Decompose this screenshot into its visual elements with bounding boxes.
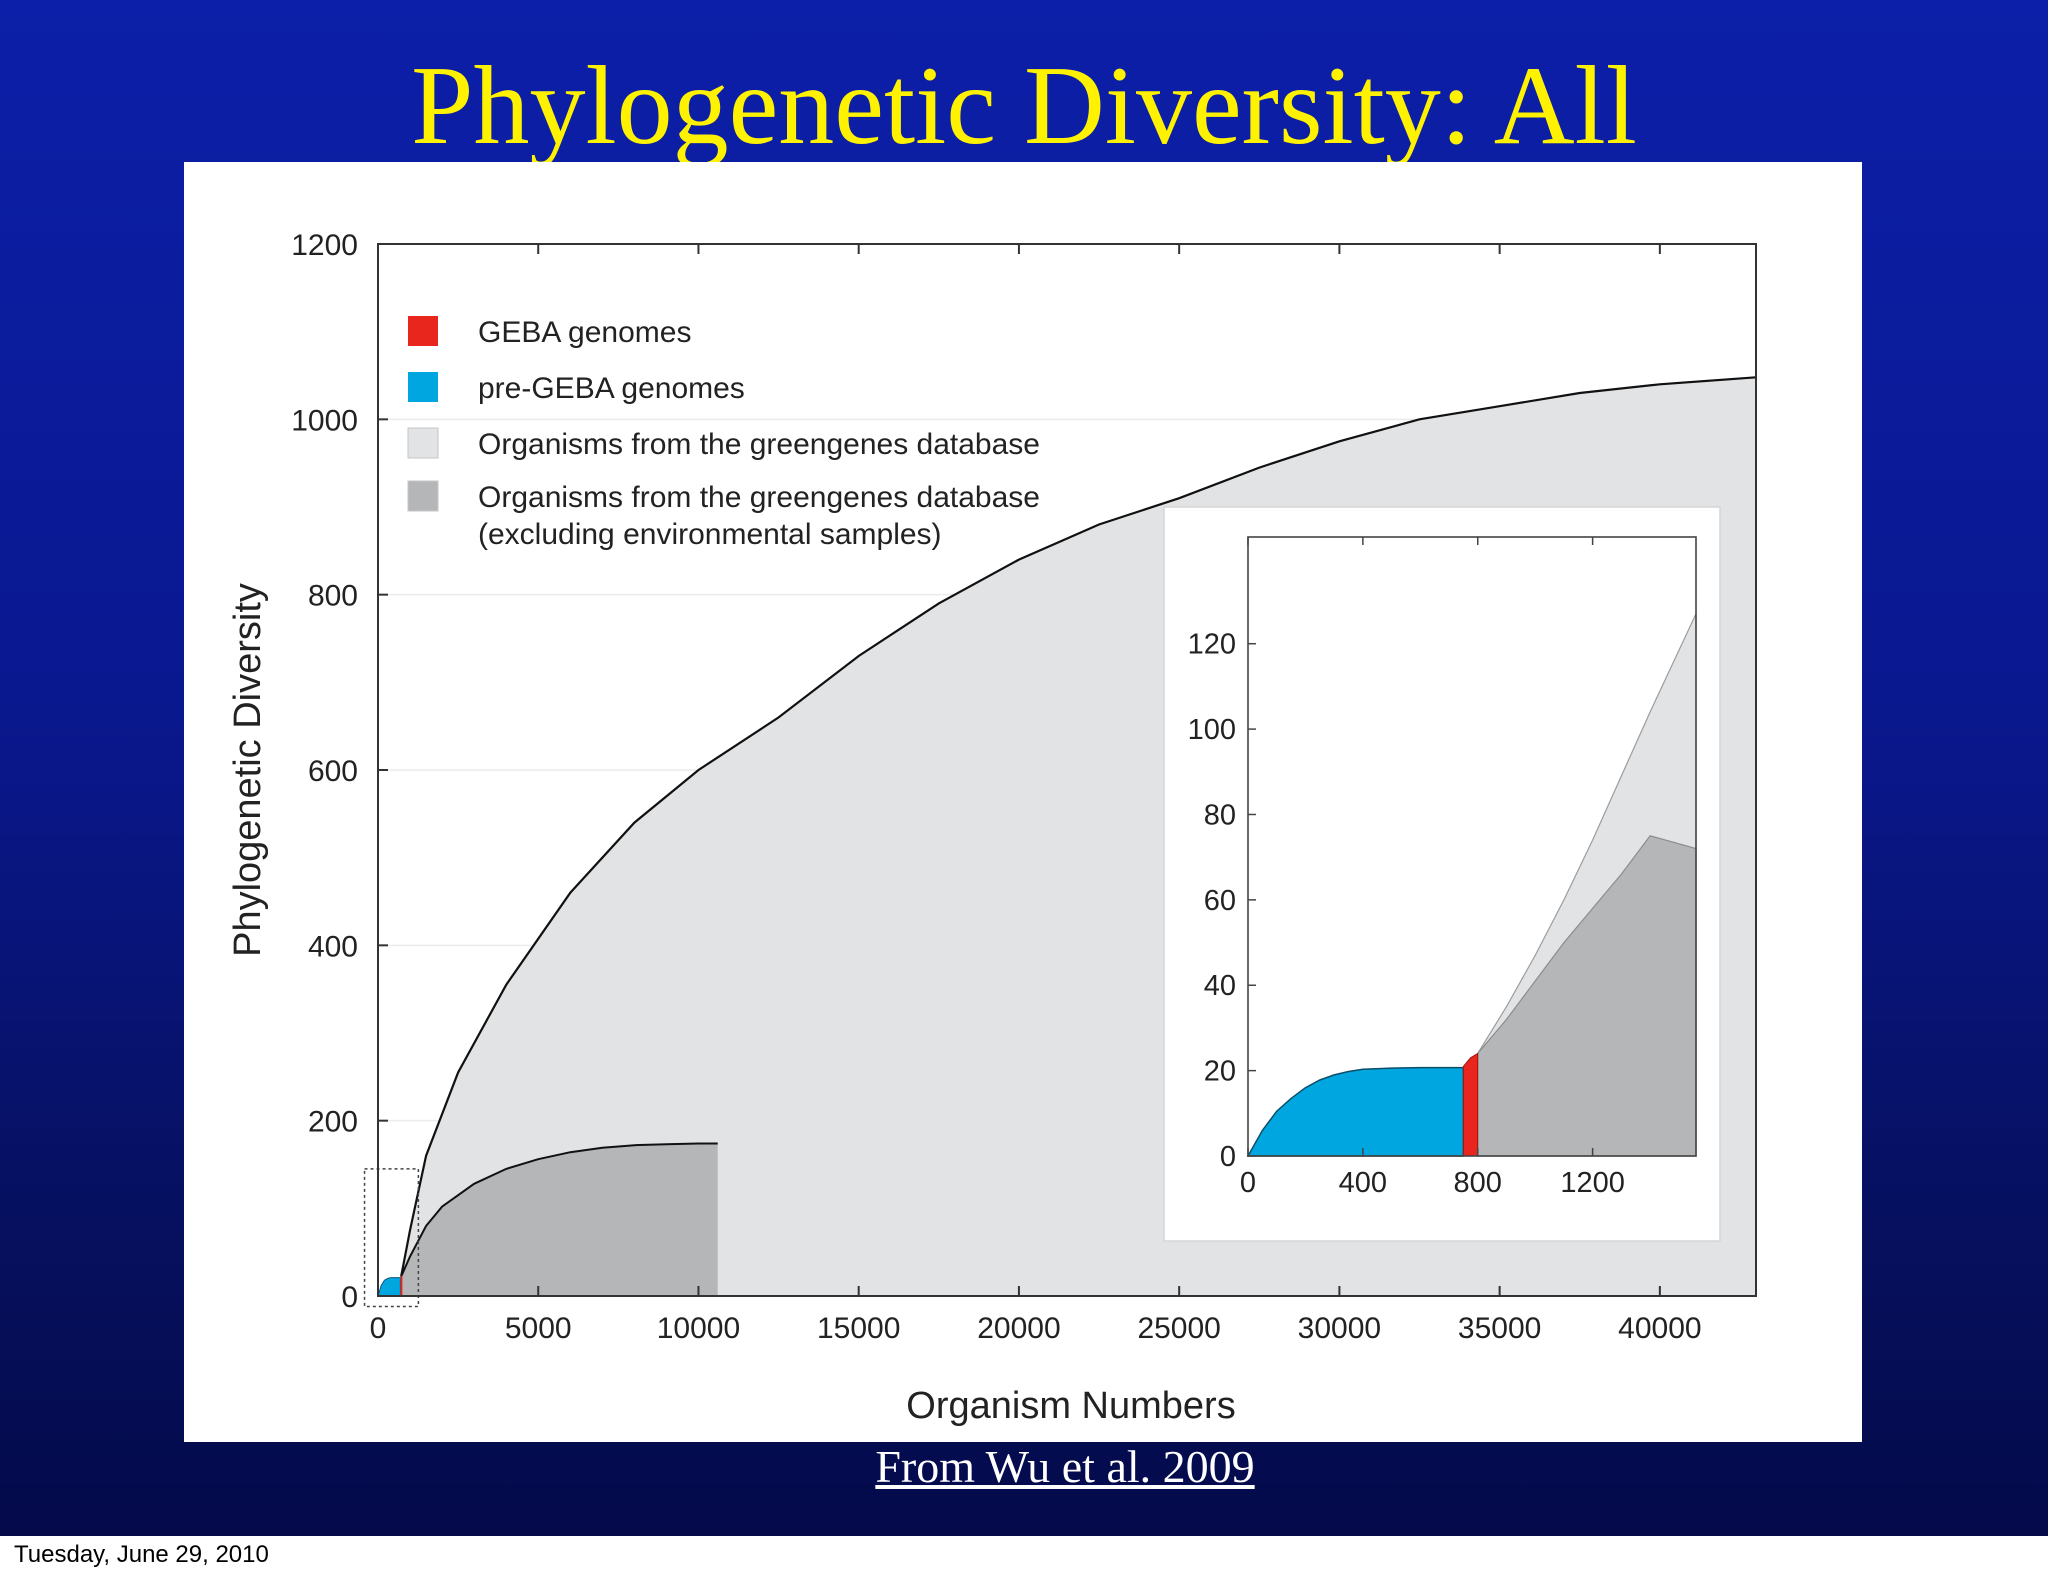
x-tick-label: 15000 bbox=[817, 1312, 900, 1345]
inset-frame bbox=[1247, 536, 1697, 1157]
y-tick-label: 400 bbox=[308, 930, 358, 963]
x-tick-label: 30000 bbox=[1298, 1312, 1381, 1345]
x-tick-label: 20000 bbox=[977, 1312, 1060, 1345]
zoom-region-box bbox=[363, 1168, 420, 1308]
y-tick-label: 200 bbox=[308, 1106, 358, 1139]
legend-label: GEBA genomes bbox=[478, 316, 691, 349]
inset-y-tick-label: 60 bbox=[1204, 885, 1236, 917]
legend-swatch bbox=[407, 480, 439, 512]
legend-label: (excluding environmental samples) bbox=[478, 518, 942, 551]
source-citation-link[interactable]: From Wu et al. 2009 bbox=[875, 1441, 1255, 1492]
x-tick-label: 0 bbox=[370, 1312, 387, 1345]
y-axis-title: Phylogenetic Diversity bbox=[227, 583, 269, 957]
y-tick-label: 600 bbox=[308, 755, 358, 788]
inset-area-pre-geba bbox=[1246, 1066, 1465, 1157]
slide-background: Phylogenetic Diversity: All 0 200 400 600 80… bbox=[0, 0, 2048, 1536]
inset-y-tick-label: 80 bbox=[1204, 799, 1236, 831]
legend-swatch bbox=[408, 372, 438, 402]
legend-label: Organisms from the greengenes database bbox=[478, 428, 1040, 461]
chart-figure: 0 200 400 600 800 1000 1200 0 5000 10000 15000 2000… bbox=[184, 162, 1862, 1442]
y-tick-label: 1000 bbox=[291, 404, 358, 437]
inset-y-tick-label: 100 bbox=[1188, 714, 1236, 746]
x-tick-label: 10000 bbox=[657, 1312, 740, 1345]
x-tick-label: 35000 bbox=[1458, 1312, 1541, 1345]
inset-y-tick-label: 120 bbox=[1188, 629, 1236, 661]
x-tick-label: 25000 bbox=[1137, 1312, 1220, 1345]
area-geba bbox=[400, 1275, 403, 1296]
slide-title: Phylogenetic Diversity: All bbox=[411, 44, 1637, 168]
x-axis-title: Organism Numbers bbox=[906, 1385, 1235, 1427]
line-greengenes-all bbox=[400, 376, 1757, 1277]
inset-y-tick-label: 0 bbox=[1220, 1141, 1236, 1173]
x-tick-label: 40000 bbox=[1618, 1312, 1701, 1345]
line-greengenes-excl-env bbox=[400, 1142, 718, 1278]
y-tick-label: 800 bbox=[308, 580, 358, 613]
legend-label: Organisms from the greengenes database bbox=[478, 481, 1040, 514]
y-tick-label: 1200 bbox=[291, 229, 358, 262]
legend-swatch bbox=[408, 316, 438, 346]
inset-x-tick-label: 0 bbox=[1240, 1167, 1256, 1199]
inset-x-tick-label: 1200 bbox=[1560, 1167, 1625, 1199]
footer-date: Tuesday, June 29, 2010 bbox=[14, 1541, 269, 1568]
y-tick-label: 0 bbox=[341, 1281, 358, 1314]
inset-x-tick-label: 800 bbox=[1454, 1167, 1502, 1199]
legend-swatch bbox=[407, 427, 439, 459]
inset-y-tick-label: 40 bbox=[1204, 970, 1236, 1002]
legend-label: pre-GEBA genomes bbox=[478, 372, 745, 405]
inset-y-tick-label: 20 bbox=[1204, 1056, 1236, 1088]
legend: GEBA genomes pre-GEBA genomes Organisms fr… bbox=[407, 316, 1040, 551]
x-tick-label: 5000 bbox=[505, 1312, 572, 1345]
inset-x-tick-label: 400 bbox=[1339, 1167, 1387, 1199]
inset-area-geba bbox=[1462, 1052, 1479, 1157]
